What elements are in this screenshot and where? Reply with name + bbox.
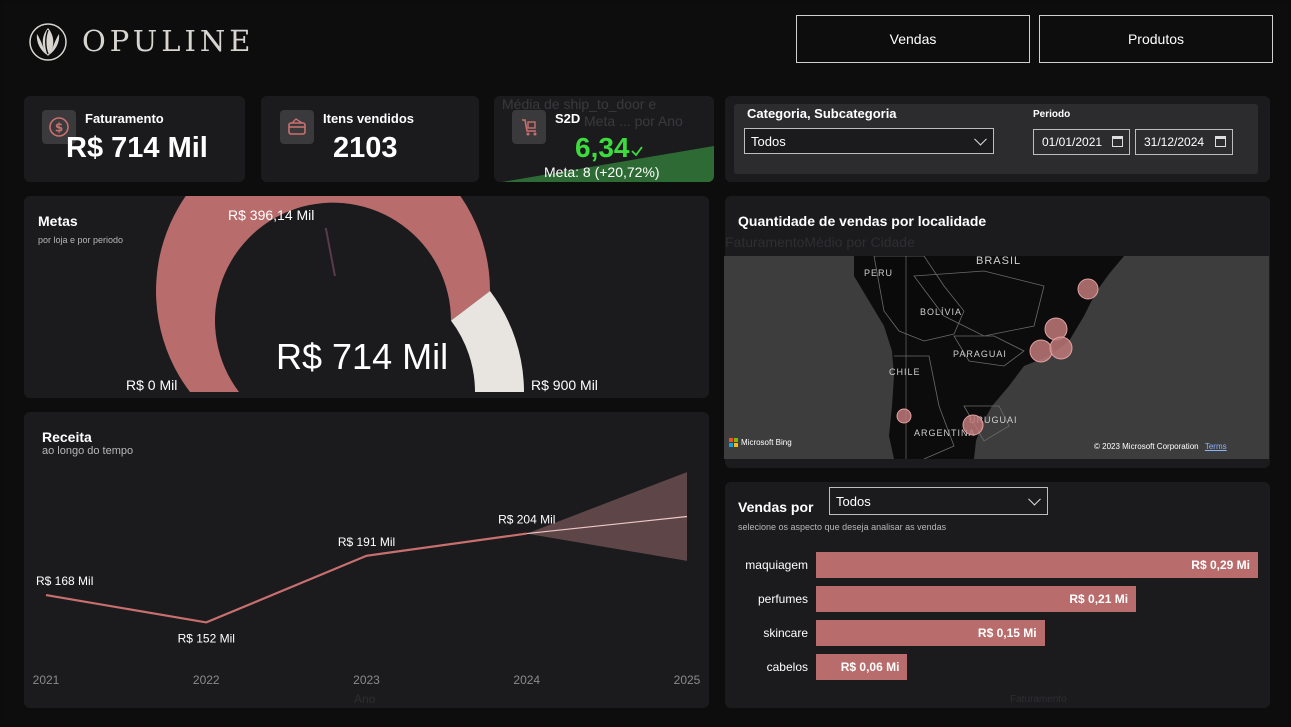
receita-x-tick: 2021 (33, 673, 60, 687)
vendas-nav-button[interactable]: Vendas (796, 15, 1030, 63)
checkmark-icon (631, 146, 643, 157)
map-label-chile: CHILE (889, 367, 921, 377)
delivery-cart-icon (512, 110, 546, 144)
receita-data-label: R$ 168 Mil (36, 574, 93, 588)
metas-card: Metas por loja e por periodo R$ 714 Mil … (24, 196, 709, 398)
bar-perfumes[interactable]: R$ 0,21 Mi (816, 586, 1137, 612)
copyright-text: © 2023 Microsoft Corporation (1094, 442, 1199, 451)
map-label-bolivia: BOLÍVIA (920, 307, 963, 317)
s2d-ghost-subtitle: Meta ... por Ano (584, 113, 683, 129)
category-filter-label: Categoria, Subcategoria (747, 106, 897, 121)
chevron-down-icon (1028, 492, 1041, 506)
map-title: Quantidade de vendas por localidade (738, 213, 987, 229)
produtos-nav-button[interactable]: Produtos (1039, 15, 1273, 63)
gauge-marker (324, 227, 336, 277)
bar-category-label: cabelos (766, 660, 808, 674)
itens-vendidos-value: 2103 (333, 132, 398, 164)
receita-card: Receita ao longo do tempo Ano (24, 412, 709, 708)
receita-x-tick: 2022 (193, 673, 220, 687)
bar-category-label: skincare (763, 626, 808, 640)
period-label: Periodo (1033, 109, 1071, 120)
bing-label: Microsoft Bing (741, 438, 792, 447)
logo-text: OPULINE (82, 24, 255, 58)
faturamento-label: Faturamento (85, 111, 164, 126)
map-label-uruguai: URUGUAI (969, 415, 1018, 425)
sales-map[interactable]: PERU BRASIL BOLÍVIA PARAGUAI CHILE URUGU… (724, 256, 1269, 459)
itens-vendidos-card: Itens vendidos 2103 (261, 96, 479, 182)
vendas-por-axis-ghost: Faturamento (1010, 694, 1067, 705)
receita-x-tick: 2024 (513, 673, 540, 687)
s2d-trend-shape (502, 146, 714, 182)
bar-category-label: perfumes (757, 592, 808, 606)
faturamento-card: $ Faturamento R$ 714 Mil (24, 96, 245, 182)
calendar-icon[interactable] (1215, 136, 1226, 147)
bar-category-label: maquiagem (745, 558, 808, 572)
gauge-min-label: R$ 0 Mil (126, 377, 178, 393)
logo: OPULINE (28, 22, 268, 62)
filter-card: Categoria, Subcategoria Todos Periodo 01… (725, 96, 1270, 182)
receita-x-tick: 2023 (353, 673, 380, 687)
svg-text:$: $ (55, 121, 63, 135)
category-dropdown[interactable]: Todos (744, 128, 994, 154)
map-label-peru: PERU (864, 268, 894, 278)
map-label-paraguai: PARAGUAI (953, 349, 1007, 359)
receita-x-tick: 2025 (674, 673, 701, 687)
logo-icon (29, 23, 67, 61)
map-label-brasil: BRASIL (976, 256, 1022, 267)
microsoft-logo-icon (729, 438, 738, 447)
credit-card-icon (280, 110, 314, 144)
receita-axis-ghost: Ano (354, 692, 376, 706)
vendas-por-subtitle: selecione os aspecto que deseja analisar… (738, 522, 947, 532)
metas-title: Metas (38, 213, 78, 229)
itens-vendidos-label: Itens vendidos (323, 111, 415, 126)
receita-title: Receita (42, 429, 92, 445)
s2d-label: S2D (555, 111, 581, 126)
map-land (724, 256, 1269, 459)
gauge-marker-label: R$ 396,14 Mil (228, 207, 315, 223)
category-dropdown-value: Todos (751, 133, 786, 149)
gauge-remaining-arc (450, 291, 524, 392)
map-ghost-title: FaturamentoMédio por Cidade (725, 234, 915, 250)
date-to-input[interactable]: 31/12/2024 (1135, 129, 1233, 155)
bar-value-label: R$ 0,15 Mi (977, 626, 1037, 640)
receita-series-line (45, 532, 527, 624)
bar-value-label: R$ 0,06 Mi (840, 660, 900, 674)
vendas-por-title: Vendas por (738, 499, 814, 515)
bar-value-label: R$ 0,29 Mi (1191, 558, 1250, 572)
gauge-center-value: R$ 714 Mil (276, 336, 449, 377)
bar-cabelos[interactable]: R$ 0,06 Mi (816, 654, 908, 680)
metas-subtitle: por loja e por periodo (38, 235, 124, 245)
gauge-value-arc (156, 196, 491, 392)
map-label-argentina: ARGENTINA (914, 428, 976, 438)
bar-value-label: R$ 0,21 Mi (1069, 592, 1129, 606)
s2d-card: Média de ship_to_door e Meta ... por Ano… (494, 96, 714, 182)
date-to-value: 31/12/2024 (1144, 135, 1205, 149)
terms-link[interactable]: Terms (1204, 442, 1227, 451)
money-icon: $ (42, 110, 76, 144)
s2d-meta: Meta: 8 (+20,72%) (544, 164, 660, 180)
calendar-icon[interactable] (1112, 136, 1123, 147)
date-from-input[interactable]: 01/01/2021 (1033, 129, 1130, 155)
s2d-value: 6,34 (575, 132, 630, 163)
receita-subtitle: ao longo do tempo (42, 445, 134, 457)
receita-data-label: R$ 204 Mil (498, 513, 555, 527)
forecast-line (526, 515, 688, 535)
vendas-por-card: Vendas por Todos selecione os aspecto qu… (725, 482, 1270, 708)
receita-data-label: R$ 191 Mil (338, 535, 395, 549)
vendas-por-dropdown-value: Todos (836, 493, 871, 509)
map-bubbles (896, 278, 1099, 436)
vendas-por-dropdown[interactable]: Todos (829, 487, 1048, 515)
forecast-cone (526, 472, 687, 561)
gauge-max-label: R$ 900 Mil (531, 377, 598, 393)
date-from-value: 01/01/2021 (1042, 135, 1103, 149)
bar-maquiagem[interactable]: R$ 0,29 Mi (816, 552, 1258, 578)
bing-attribution: Microsoft Bing (729, 438, 792, 447)
bar-skincare[interactable]: R$ 0,15 Mi (816, 620, 1045, 646)
s2d-ghost-title: Média de ship_to_door e (502, 96, 657, 112)
receita-data-label: R$ 152 Mil (178, 631, 235, 645)
faturamento-value: R$ 714 Mil (66, 132, 208, 164)
metas-gauge (156, 196, 524, 392)
map-copyright: © 2023 Microsoft Corporation Terms (1094, 442, 1227, 451)
